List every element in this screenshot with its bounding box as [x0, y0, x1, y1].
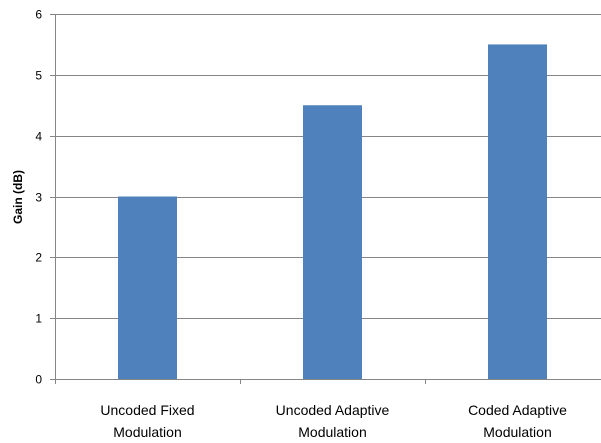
y-tick-label: 3 [35, 191, 42, 205]
bar [488, 44, 547, 380]
bar [118, 196, 177, 379]
y-tick-label: 2 [35, 251, 42, 265]
x-category-label: Coded Adaptive [468, 402, 567, 418]
bar [303, 105, 362, 379]
x-category-label: Modulation [483, 424, 552, 440]
x-category-label: Uncoded Fixed [100, 402, 194, 418]
x-category-label: Modulation [113, 424, 182, 440]
y-tick-label: 5 [35, 69, 42, 83]
x-category-label: Uncoded Adaptive [276, 402, 390, 418]
x-category-label: Modulation [298, 424, 367, 440]
y-axis-title: Gain (dB) [11, 170, 25, 224]
axes [50, 14, 601, 384]
y-tick-label: 1 [35, 312, 42, 326]
bars [118, 44, 547, 380]
y-tick-label: 0 [35, 373, 42, 387]
y-tick-label: 4 [35, 130, 42, 144]
labels: 0 1 2 3 4 5 6 Uncoded Fixed Modulation Uncoded Ad… [35, 8, 567, 441]
y-tick-label: 6 [35, 8, 42, 22]
